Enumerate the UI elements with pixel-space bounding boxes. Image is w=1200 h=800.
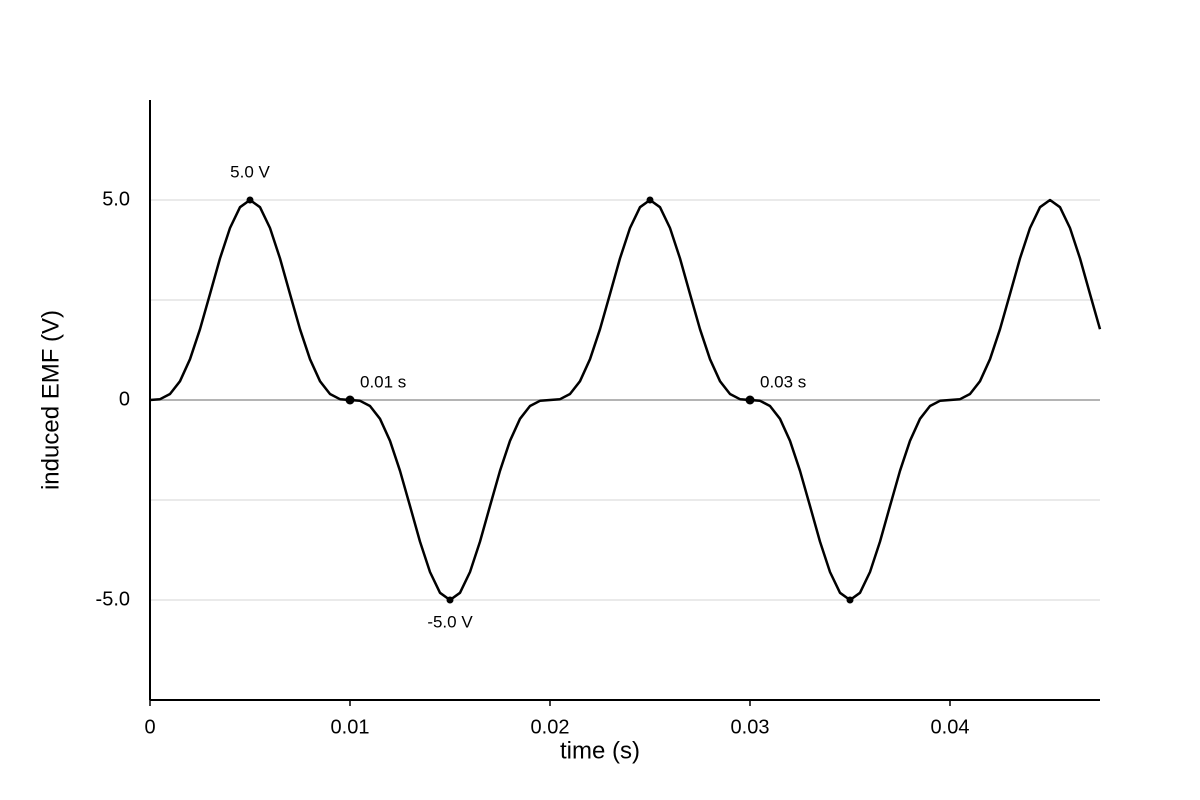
- y-tick-label: -5.0: [96, 588, 130, 610]
- x-tick-label: 0.01: [331, 716, 370, 738]
- y-axis-label: induced EMF (V): [37, 310, 64, 490]
- marker: [745, 395, 755, 405]
- marker-label: 0.01 s: [360, 372, 406, 391]
- x-tick-label: 0.04: [931, 716, 970, 738]
- x-axis-label: time (s): [560, 737, 640, 764]
- marker-label: 0.03 s: [760, 372, 806, 391]
- line-series: [149, 198, 1102, 602]
- y-tick-label: 5.0: [102, 188, 130, 210]
- x-tick-label: 0: [144, 716, 155, 738]
- marker: [846, 596, 854, 604]
- marker: [246, 196, 254, 204]
- marker: [345, 395, 355, 405]
- marker-label: 5.0 V: [230, 162, 270, 181]
- marker-label: -5.0 V: [427, 612, 473, 631]
- marker: [646, 196, 654, 204]
- marker: [446, 596, 454, 604]
- x-tick-label: 0.02: [531, 716, 570, 738]
- x-tick-label: 0.03: [731, 716, 770, 738]
- y-tick-label: 0: [119, 388, 130, 410]
